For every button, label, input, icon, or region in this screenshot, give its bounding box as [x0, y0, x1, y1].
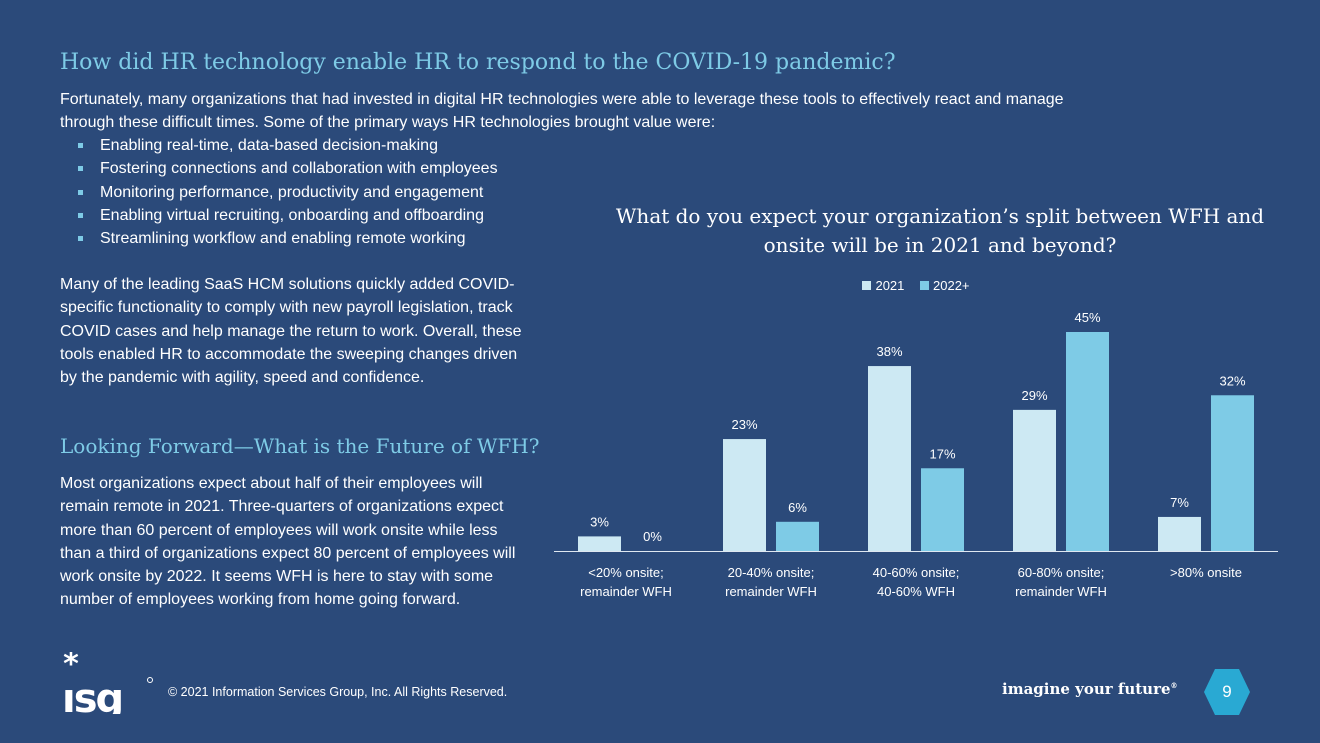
bar-2021-4	[1158, 516, 1201, 551]
chart-legend: 2021 2022+	[0, 278, 1320, 293]
looking-forward-paragraph: Most organizations expect about half of …	[60, 475, 516, 609]
chart-title: What do you expect your organization’s s…	[615, 204, 1265, 257]
data-label: 45%	[1074, 310, 1100, 325]
page-number: 9	[1222, 682, 1232, 701]
tagline-text: imagine your future	[1002, 680, 1171, 698]
data-label: 38%	[876, 344, 902, 359]
svg-text:ısg: ısg	[62, 676, 122, 714]
legend-item-2022: 2022+	[920, 278, 970, 293]
data-label: 32%	[1219, 373, 1245, 388]
data-label: 23%	[731, 417, 757, 432]
intro-paragraph: Fortunately, many organizations that had…	[60, 91, 1064, 132]
category-label: <20% onsite; remainder WFH	[580, 565, 672, 599]
legend-swatch	[862, 281, 872, 290]
data-label: 29%	[1021, 388, 1047, 403]
copyright-text: © 2021 Information Services Group, Inc. …	[168, 685, 508, 699]
tagline: imagine your future®	[1002, 680, 1178, 698]
bar-2022-1	[776, 521, 819, 551]
page-title: How did HR technology enable HR to respo…	[60, 50, 896, 75]
legend-label: 2022+	[933, 278, 970, 293]
bar-2021-0	[578, 536, 621, 551]
bar-2021-2	[868, 366, 911, 551]
saas-paragraph: Many of the leading SaaS HCM solutions q…	[60, 276, 522, 387]
data-label: 7%	[1170, 495, 1189, 510]
registered-mark: ®	[1170, 681, 1178, 690]
value-bullet-list: Enabling real-time, data-based decision-…	[78, 134, 498, 250]
bullet-item: Enabling virtual recruiting, onboarding …	[78, 204, 498, 227]
isg-logo: * ısg	[62, 652, 153, 714]
category-label: >80% onsite	[1170, 565, 1242, 580]
data-label: 6%	[788, 500, 807, 515]
bullet-item: Fostering connections and collaboration …	[78, 157, 498, 180]
page-number-hexagon	[1204, 669, 1250, 715]
data-label: 3%	[590, 514, 609, 529]
data-label: 0%	[643, 529, 662, 544]
legend-item-2021: 2021	[862, 278, 904, 293]
legend-swatch	[920, 281, 930, 290]
category-label: 60-80% onsite; remainder WFH	[1015, 565, 1107, 599]
bar-2021-1	[723, 439, 766, 551]
bullet-item: Monitoring performance, productivity and…	[78, 181, 498, 204]
legend-label: 2021	[875, 278, 905, 293]
bar-2021-3	[1013, 409, 1056, 551]
data-label: 17%	[929, 446, 955, 461]
bar-2022-2	[921, 468, 964, 551]
bullet-item: Enabling real-time, data-based decision-…	[78, 134, 498, 157]
bullet-item: Streamlining workflow and enabling remot…	[78, 227, 498, 250]
bar-2022-4	[1211, 395, 1254, 551]
looking-forward-heading: Looking Forward—What is the Future of WF…	[60, 434, 540, 458]
category-label: 40-60% onsite; 40-60% WFH	[873, 565, 960, 599]
category-label: 20-40% onsite; remainder WFH	[725, 565, 817, 599]
bar-2022-3	[1066, 332, 1109, 551]
svg-text:*: *	[63, 652, 79, 682]
